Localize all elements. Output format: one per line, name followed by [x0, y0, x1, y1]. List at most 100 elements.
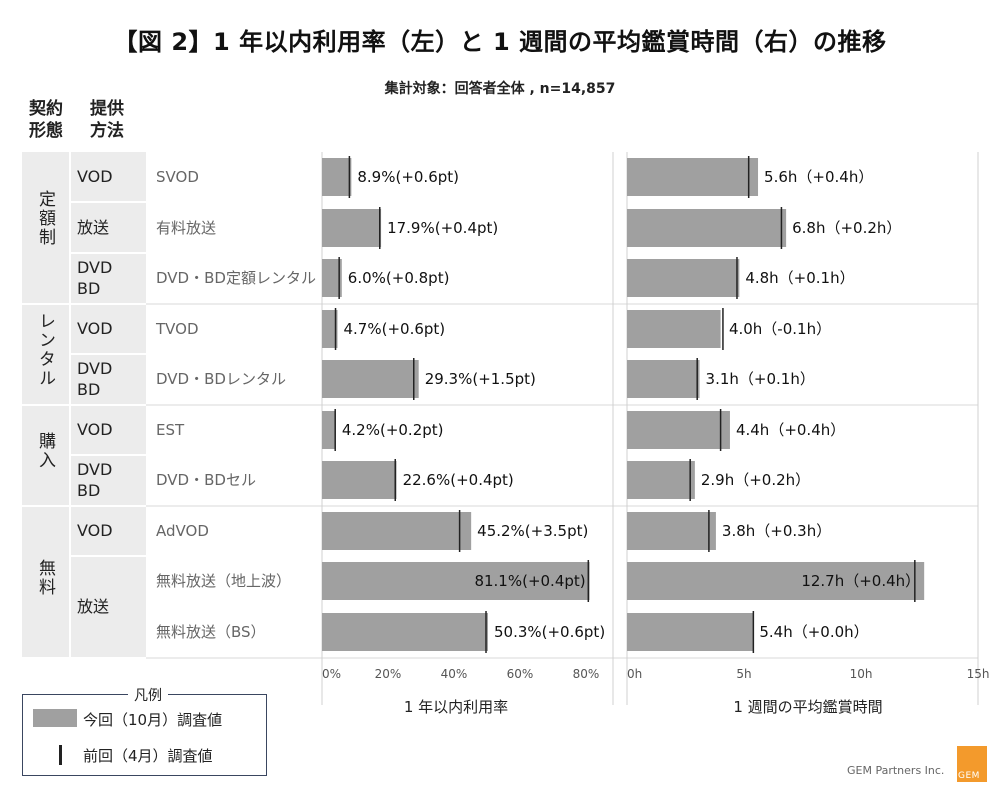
method-label-dvd: DVD: [77, 359, 113, 378]
tick-label: 0%: [322, 667, 341, 681]
legend-label-current: 今回（10月）調査値: [83, 711, 223, 729]
method-cell-vod-3: [71, 406, 146, 454]
header-contract-type-line1: 契約: [29, 99, 63, 119]
method-label-dvd: DVD: [77, 460, 113, 479]
data-label: 4.0h（-0.1h）: [729, 320, 831, 338]
service-label: 無料放送（地上波）: [156, 572, 292, 590]
data-label: 22.6%(+0.4pt): [403, 471, 514, 489]
service-label: TVOD: [156, 320, 199, 338]
group-label-konyu: 購入: [35, 432, 55, 470]
gem-logo-text: GEM: [958, 771, 980, 781]
method-label-hoso: 放送: [77, 218, 110, 237]
bar-current: [322, 512, 472, 550]
tick-label: 60%: [507, 667, 534, 681]
header-contract-type: 契約 形態: [22, 98, 70, 142]
group-cell-teigaku: [22, 152, 69, 303]
service-label: EST: [156, 421, 185, 439]
legend-marker-previous: [59, 745, 62, 765]
service-label: SVOD: [156, 168, 199, 186]
bar-current: [627, 562, 925, 600]
data-label: 81.1%(+0.4pt): [474, 572, 585, 590]
tick-label: 20%: [375, 667, 402, 681]
tick-label: 0h: [627, 667, 642, 681]
bar-current: [322, 411, 336, 449]
method-cell-vod-1: [71, 152, 146, 201]
tick-label: 80%: [573, 667, 600, 681]
method-label-bd: BD: [77, 481, 101, 500]
group-label-teigaku: 定額制: [35, 190, 55, 247]
tick-label: 10h: [850, 667, 873, 681]
header-method-line2: 方法: [90, 121, 124, 141]
data-label: 5.4h（+0.0h）: [759, 623, 868, 641]
bar-current: [322, 360, 419, 398]
group-cell-muryo: [22, 507, 69, 657]
bar-current: [627, 310, 721, 348]
data-label: 29.3%(+1.5pt): [425, 370, 536, 388]
group-cell-rental: [22, 305, 69, 404]
data-label: 12.7h（+0.4h）: [801, 572, 920, 590]
axis-label: 1 週間の平均鑑賞時間: [733, 698, 882, 716]
bar-current: [627, 411, 730, 449]
bar-current: [627, 209, 787, 247]
method-label-dvd: DVD: [77, 258, 113, 277]
service-label: AdVOD: [156, 522, 209, 540]
header-method-line1: 提供: [90, 99, 124, 119]
chart-title: 【図 2】1 年以内利用率（左）と 1 週間の平均鑑賞時間（右）の推移: [113, 28, 887, 56]
data-label: 5.6h（+0.4h）: [764, 168, 873, 186]
method-cell-hoso-1: [71, 203, 146, 252]
method-label-hoso: 放送: [77, 597, 110, 616]
service-label: DVD・BDセル: [156, 471, 256, 489]
bar-current: [322, 259, 342, 297]
service-label: 無料放送（BS）: [156, 623, 266, 641]
method-cell-dvd-1: [71, 254, 146, 303]
tick-label: 15h: [967, 667, 990, 681]
data-label: 8.9%(+0.6pt): [357, 168, 459, 186]
legend-swatch-current: [33, 709, 77, 727]
chart-subtitle: 集計対象：回答者全体 , n=14,857: [384, 81, 616, 97]
data-label: 3.8h（+0.3h）: [722, 522, 831, 540]
bar-current: [322, 613, 488, 651]
method-cell-dvd-2: [71, 355, 146, 404]
group-cell-konyu: [22, 406, 69, 505]
bar-current: [627, 461, 695, 499]
method-label-vod: VOD: [77, 420, 113, 439]
bar-current: [322, 158, 352, 196]
bar-current: [322, 562, 590, 600]
data-label: 4.4h（+0.4h）: [736, 421, 845, 439]
method-label-bd: BD: [77, 279, 101, 298]
data-label: 6.0%(+0.8pt): [348, 269, 450, 287]
method-cell-hoso-4: [71, 557, 146, 657]
data-label: 45.2%(+3.5pt): [477, 522, 588, 540]
header-method: 提供 方法: [80, 98, 134, 142]
data-label: 6.8h（+0.2h）: [792, 219, 901, 237]
source-credit: GEM Partners Inc.: [847, 764, 945, 777]
bar-current: [627, 259, 740, 297]
method-label-bd: BD: [77, 380, 101, 399]
data-label: 50.3%(+0.6pt): [494, 623, 605, 641]
data-label: 4.8h（+0.1h）: [745, 269, 854, 287]
bar-current: [322, 461, 397, 499]
method-cell-dvd-3: [71, 456, 146, 505]
bar-current: [627, 613, 754, 651]
bar-current: [322, 209, 382, 247]
bar-current: [322, 310, 338, 348]
data-label: 4.7%(+0.6pt): [344, 320, 446, 338]
tick-label: 40%: [441, 667, 468, 681]
tick-label: 5h: [736, 667, 751, 681]
legend-label-previous: 前回（4月）調査値: [83, 747, 213, 765]
method-cell-vod-2: [71, 305, 146, 353]
service-label: DVD・BD定額レンタル: [156, 269, 316, 287]
header-contract-type-line2: 形態: [29, 121, 63, 141]
data-label: 17.9%(+0.4pt): [387, 219, 498, 237]
data-label: 2.9h（+0.2h）: [701, 471, 810, 489]
bar-current: [627, 512, 716, 550]
bar-current: [627, 158, 759, 196]
legend-title: 凡例: [128, 685, 168, 705]
service-label: DVD・BDレンタル: [156, 370, 286, 388]
method-cell-vod-4: [71, 507, 146, 555]
method-label-vod: VOD: [77, 167, 113, 186]
legend: 凡例 今回（10月）調査値 前回（4月）調査値: [22, 685, 267, 776]
method-label-vod: VOD: [77, 521, 113, 540]
bar-current: [627, 360, 700, 398]
